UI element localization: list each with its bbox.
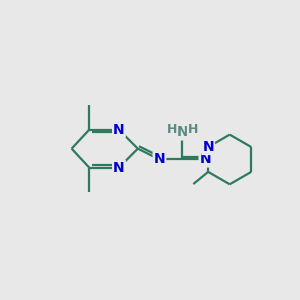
- Text: H: H: [167, 123, 177, 136]
- Text: N: N: [177, 125, 188, 140]
- Text: N: N: [113, 160, 125, 175]
- Text: H: H: [188, 123, 198, 136]
- Text: N: N: [113, 123, 125, 137]
- Text: N: N: [202, 140, 214, 154]
- Text: N: N: [154, 152, 165, 167]
- Text: N: N: [200, 152, 211, 167]
